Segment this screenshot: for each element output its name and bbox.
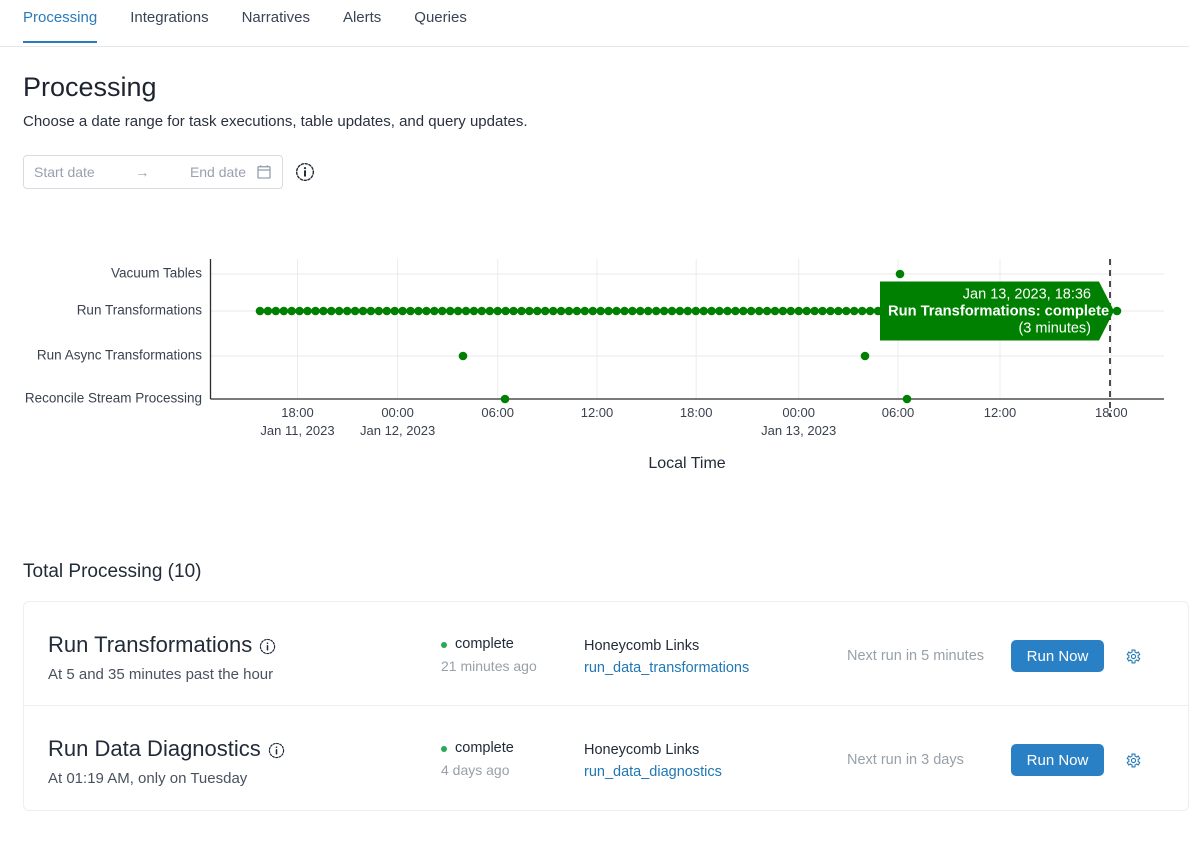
svg-text:18:00: 18:00 (680, 405, 713, 420)
svg-text:Jan 13, 2023: Jan 13, 2023 (761, 423, 836, 438)
svg-text:Jan 12, 2023: Jan 12, 2023 (360, 423, 435, 438)
svg-text:00:00: 00:00 (782, 405, 815, 420)
svg-text:06:00: 06:00 (481, 405, 514, 420)
svg-text:Reconcile Stream Processing: Reconcile Stream Processing (25, 391, 202, 406)
svg-text:00:00: 00:00 (381, 405, 414, 420)
svg-text:(3 minutes): (3 minutes) (1018, 321, 1091, 337)
svg-text:Jan 11, 2023: Jan 11, 2023 (260, 423, 334, 438)
svg-text:12:00: 12:00 (984, 405, 1017, 420)
svg-text:Run Transformations: Run Transformations (77, 303, 203, 318)
svg-text:12:00: 12:00 (581, 405, 614, 420)
svg-text:Vacuum Tables: Vacuum Tables (111, 266, 202, 281)
svg-text:06:00: 06:00 (882, 405, 915, 420)
svg-text:Run Transformations: complete: Run Transformations: complete (888, 304, 1109, 320)
svg-text:18:00: 18:00 (281, 405, 314, 420)
svg-text:18:00: 18:00 (1095, 405, 1128, 420)
svg-text:Local Time: Local Time (648, 455, 725, 472)
svg-text:Run Async Transformations: Run Async Transformations (37, 348, 202, 363)
svg-text:Jan 13, 2023, 18:36: Jan 13, 2023, 18:36 (963, 287, 1091, 303)
